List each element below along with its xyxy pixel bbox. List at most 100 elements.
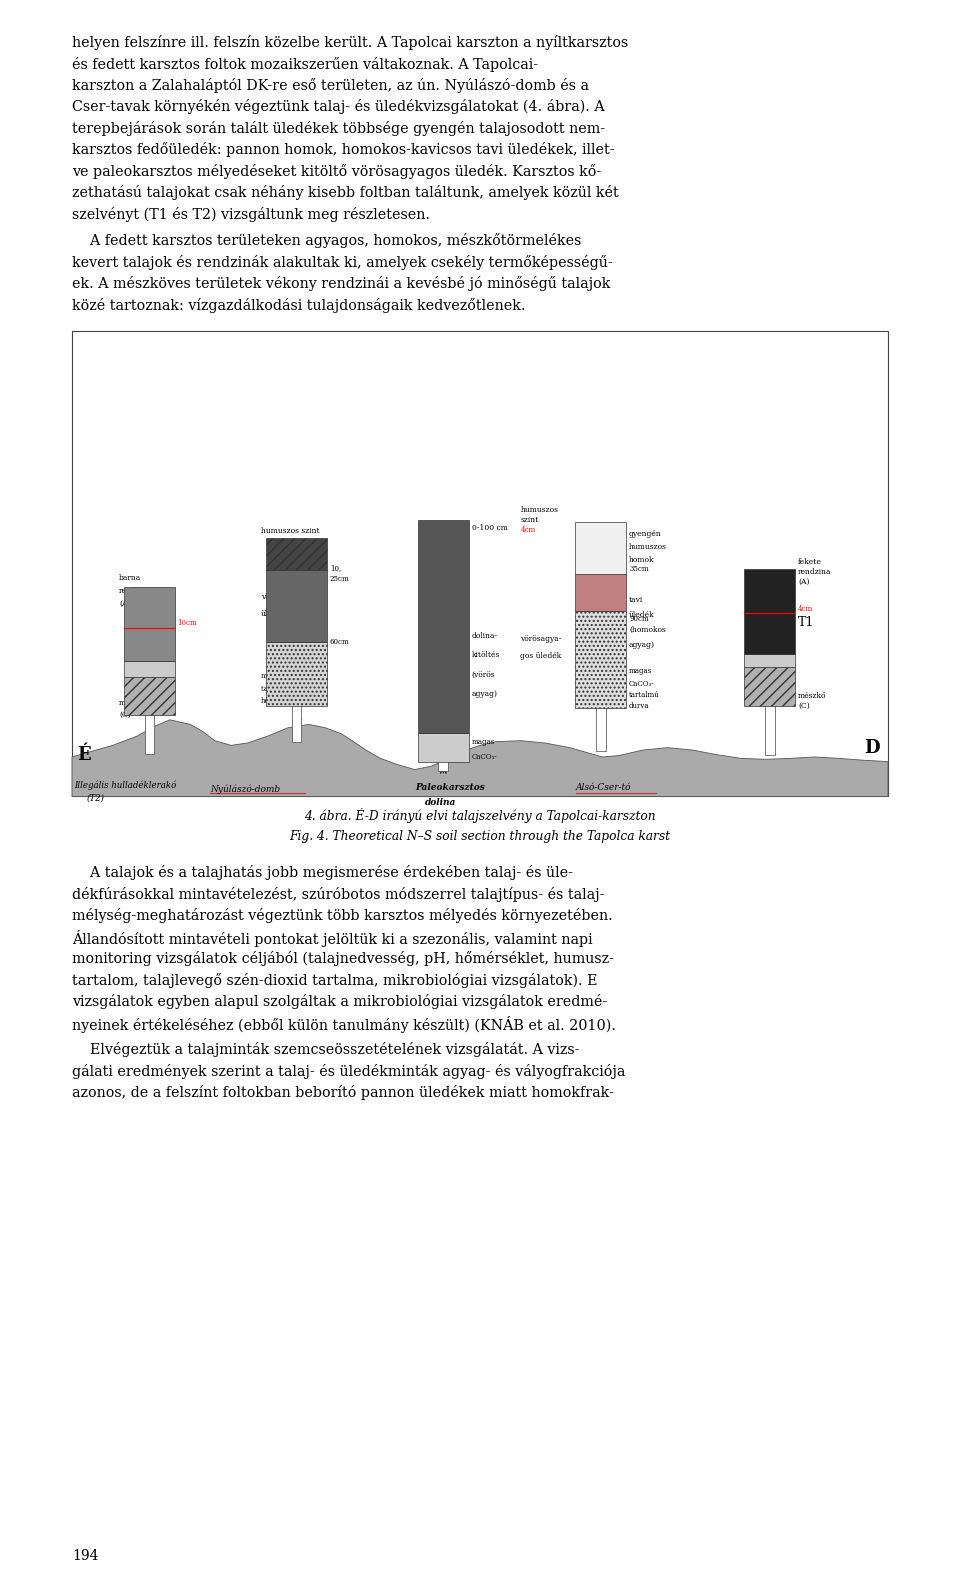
Text: tavi: tavi xyxy=(629,596,643,604)
Text: durva: durva xyxy=(629,702,650,710)
Text: A fedett karsztos területeken agyagos, homokos, mészkőtörmelékes: A fedett karsztos területeken agyagos, h… xyxy=(72,234,582,248)
Text: rendzina: rendzina xyxy=(798,568,831,575)
Text: tartalom, talajlevegő szén-dioxid tartalma, mikrobiológiai vizsgálatok). E: tartalom, talajlevegő szén-dioxid tartal… xyxy=(72,972,597,988)
Text: és fedett karsztos foltok mozaikszerűen váltakoznak. A Tapolcai-: és fedett karsztos foltok mozaikszerűen … xyxy=(72,57,539,71)
Text: É: É xyxy=(77,746,90,764)
Text: zethatású talajokat csak néhány kisebb foltban találtunk, amelyek közül két: zethatású talajokat csak néhány kisebb f… xyxy=(72,185,619,201)
Bar xyxy=(575,612,626,708)
Text: üledék: üledék xyxy=(629,612,655,620)
Text: vizsgálatok egyben alapul szolgáltak a mikrobiológiai vizsgálatok eredmé-: vizsgálatok egyben alapul szolgáltak a m… xyxy=(72,994,608,1010)
Text: helyen felszínre ill. felszín közelbe került. A Tapolcai karszton a nyíltkarszto: helyen felszínre ill. felszín közelbe ke… xyxy=(72,35,628,51)
Text: agyag): agyag) xyxy=(471,689,497,697)
Text: rendzina: rendzina xyxy=(119,587,153,596)
Text: humuszos szint: humuszos szint xyxy=(261,528,320,536)
Bar xyxy=(145,661,155,754)
Text: dolina-: dolina- xyxy=(471,632,497,640)
Text: Nyúlászó-domb: Nyúlászó-domb xyxy=(210,784,280,794)
Text: humuszos: humuszos xyxy=(520,506,559,514)
Text: szint: szint xyxy=(520,515,539,525)
Bar xyxy=(744,569,795,653)
Text: (T2): (T2) xyxy=(87,794,105,802)
Text: tartalmú: tartalmú xyxy=(629,691,660,699)
Text: gyengén: gyengén xyxy=(629,530,661,538)
Bar xyxy=(124,677,175,715)
Bar xyxy=(596,667,606,751)
Text: 194: 194 xyxy=(72,1549,99,1564)
Text: 0-100 cm: 0-100 cm xyxy=(471,523,508,531)
Text: 10,: 10, xyxy=(330,564,341,572)
Text: 90cm: 90cm xyxy=(629,615,649,623)
Text: dékfúrásokkal mintavételezést, szúróbotos módszerrel talajtípus- és talaj-: dékfúrásokkal mintavételezést, szúróboto… xyxy=(72,887,605,903)
Bar xyxy=(266,571,327,642)
Text: karszton a Zalahaláptól DK-re eső területen, az ún. Nyúlászó-domb és a: karszton a Zalahaláptól DK-re eső terüle… xyxy=(72,77,589,93)
Text: 4cm: 4cm xyxy=(798,604,813,612)
Bar xyxy=(439,669,448,772)
Text: mészkő: mészkő xyxy=(119,699,148,707)
Text: homok: homok xyxy=(261,697,285,705)
Text: D: D xyxy=(864,738,880,757)
Text: (A): (A) xyxy=(798,577,809,585)
Text: azonos, de a felszínt foltokban beborító pannon üledékek miatt homokfrak-: azonos, de a felszínt foltokban beborító… xyxy=(72,1086,613,1100)
Text: fekete: fekete xyxy=(798,558,822,566)
Text: ek. A mészköves területek vékony rendzinái a kevésbé jó minőségű talajok: ek. A mészköves területek vékony rendzin… xyxy=(72,277,611,291)
Text: üledék: üledék xyxy=(261,610,286,618)
Text: (C): (C) xyxy=(798,702,809,710)
Text: 35cm: 35cm xyxy=(629,564,649,572)
Text: tartalmú durva: tartalmú durva xyxy=(261,685,315,692)
Text: Elvégeztük a talajminták szemcseösszetételének vizsgálatát. A vizs-: Elvégeztük a talajminták szemcseösszetét… xyxy=(72,1042,580,1058)
Text: homok: homok xyxy=(629,557,655,564)
Text: ve paleokarsztos mélyedéseket kitöltő vörösagyagos üledék. Karsztos kő-: ve paleokarsztos mélyedéseket kitöltő vö… xyxy=(72,164,601,179)
Bar xyxy=(266,642,327,705)
Text: Alsó-Cser-tó: Alsó-Cser-tó xyxy=(576,783,632,792)
Text: CaCO₃-: CaCO₃- xyxy=(471,753,497,760)
Text: humuszos: humuszos xyxy=(629,544,667,552)
Bar xyxy=(744,667,795,705)
Bar xyxy=(124,587,175,661)
Bar xyxy=(266,539,327,571)
Text: CaCO₃-: CaCO₃- xyxy=(629,680,655,688)
Bar xyxy=(575,574,626,612)
Text: kevert talajok és rendzinák alakultak ki, amelyek csekély termőképességű-: kevert talajok és rendzinák alakultak ki… xyxy=(72,255,612,270)
Text: gos üledék: gos üledék xyxy=(520,651,562,661)
Text: 4cm: 4cm xyxy=(520,526,536,534)
Bar xyxy=(744,653,795,667)
Text: 4. ábra. É-D irányú elvi talajszelvény a Tapolcai-karszton: 4. ábra. É-D irányú elvi talajszelvény a… xyxy=(304,808,656,824)
Bar xyxy=(418,732,468,762)
Text: magas CaCO₃-: magas CaCO₃- xyxy=(261,672,312,680)
Bar xyxy=(292,658,301,741)
Text: (homokos: (homokos xyxy=(629,626,666,634)
Polygon shape xyxy=(72,719,888,797)
Text: (A): (A) xyxy=(119,601,131,609)
Bar xyxy=(72,332,888,797)
Text: Fig. 4. Theoretical N–S soil section through the Tapolca karst: Fig. 4. Theoretical N–S soil section thr… xyxy=(290,830,670,844)
Bar xyxy=(124,661,175,677)
Text: mészkő: mészkő xyxy=(798,692,827,700)
Text: magas: magas xyxy=(471,738,494,746)
Text: magas: magas xyxy=(629,667,652,675)
Bar xyxy=(418,520,468,732)
Text: 10cm: 10cm xyxy=(177,620,197,628)
Text: 25cm: 25cm xyxy=(330,574,349,582)
Text: (C): (C) xyxy=(119,711,131,719)
Text: dolina: dolina xyxy=(425,798,457,808)
Text: agyag): agyag) xyxy=(629,640,655,648)
Text: 60cm: 60cm xyxy=(330,639,349,647)
Text: gálati eredmények szerint a talaj- és üledékminták agyag- és vályogfrakciója: gálati eredmények szerint a talaj- és ül… xyxy=(72,1064,625,1078)
Text: szelvényt (T1 és T2) vizsgáltunk meg részletesen.: szelvényt (T1 és T2) vizsgáltunk meg rés… xyxy=(72,207,430,221)
Bar xyxy=(765,662,775,754)
Bar xyxy=(575,522,626,574)
Text: A talajok és a talajhatás jobb megismerése érdekében talaj- és üle-: A talajok és a talajhatás jobb megismeré… xyxy=(72,865,573,881)
Text: monitoring vizsgálatok céljából (talajnedvesség, pH, hőmérséklet, humusz-: monitoring vizsgálatok céljából (talajne… xyxy=(72,952,614,966)
Text: (vörös: (vörös xyxy=(471,670,495,678)
Text: Állandósított mintavételi pontokat jelöltük ki a szezonális, valamint napi: Állandósított mintavételi pontokat jelöl… xyxy=(72,930,592,947)
Text: nyeinek értékeléséhez (ebből külön tanulmány készült) (KNÁB et al. 2010).: nyeinek értékeléséhez (ebből külön tanul… xyxy=(72,1017,616,1032)
Text: karsztos fedőüledék: pannon homok, homokos-kavicsos tavi üledékek, illet-: karsztos fedőüledék: pannon homok, homok… xyxy=(72,142,614,158)
Text: barna: barna xyxy=(119,574,141,582)
Text: mélység-meghatározást végeztünk több karsztos mélyedés környezetében.: mélység-meghatározást végeztünk több kar… xyxy=(72,909,612,923)
Text: Paleokarsztos: Paleokarsztos xyxy=(416,784,485,792)
Text: Illegális hulladéklerakó: Illegális hulladéklerakó xyxy=(74,781,177,790)
Text: Cser-tavak környékén végeztünk talaj- és üledékvizsgálatokat (4. ábra). A: Cser-tavak környékén végeztünk talaj- és… xyxy=(72,100,605,114)
Text: T1: T1 xyxy=(798,615,814,629)
Text: terepbejárások során talált üledékek többsége gyengén talajosodott nem-: terepbejárások során talált üledékek töb… xyxy=(72,122,605,136)
Text: vörösagyagos: vörösagyagos xyxy=(261,593,313,601)
